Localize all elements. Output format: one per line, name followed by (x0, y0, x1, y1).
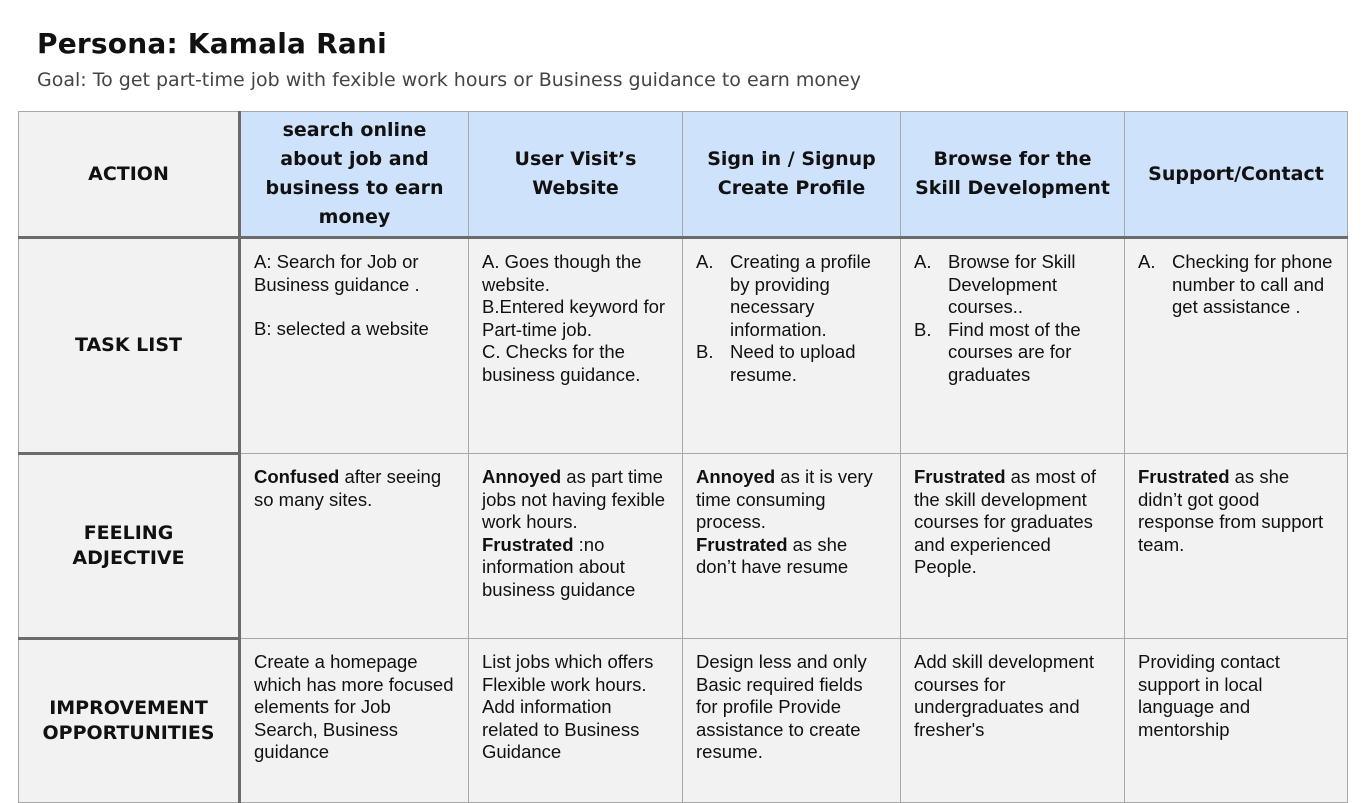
task-item: C. Checks for the business guidance. (482, 341, 641, 385)
task-item: B.Entered keyword for Part-time job. (482, 296, 666, 340)
stage-heading-visit-website: User Visit’s Website (468, 111, 683, 239)
improvement-cell-visit-website: List jobs which offers Flexible work hou… (468, 638, 683, 803)
improvement-cell-search: Create a homepage which has more focused… (239, 638, 469, 803)
row-label-improvement: IMPROVEMENT OPPORTUNITIES (18, 638, 241, 803)
improvement-row: IMPROVEMENT OPPORTUNITIES Create a homep… (18, 638, 1348, 803)
task-list: A. Browse for Skill Development courses.… (914, 251, 1111, 387)
row-label-feeling: FEELING ADJECTIVE (18, 453, 241, 640)
task-item: A. Checking for phone number to call and… (1138, 251, 1333, 318)
persona-goal: Goal: To get part-time job with fexible … (37, 69, 861, 91)
task-item: A: Search for Job or Business guidance . (254, 251, 420, 295)
improvement-cell-signup: Design less and only Basic required fiel… (682, 638, 901, 803)
improvement-cell-skill-development: Add skill development courses for underg… (900, 638, 1125, 803)
task-item: B: selected a website (254, 318, 429, 340)
feeling-row: FEELING ADJECTIVE Confused after seeing … (18, 453, 1348, 640)
stage-heading-support: Support/Contact (1124, 111, 1348, 239)
row-label-task-list: TASK LIST (18, 237, 241, 455)
feeling-cell-signup: Annoyed as it is very time consuming pro… (682, 453, 901, 639)
feeling-cell-support: Frustrated as she didn’t got good respon… (1124, 453, 1348, 639)
task-item: A. Goes though the website. (482, 251, 642, 295)
task-list: A. Creating a profile by providing neces… (696, 251, 887, 387)
row-label-action: ACTION (18, 111, 241, 239)
feeling-cell-skill-development: Frustrated as most of the skill developm… (900, 453, 1125, 639)
task-cell-search: A: Search for Job or Business guidance .… (239, 237, 469, 454)
task-item: B. Need to upload resume. (696, 341, 856, 385)
task-cell-skill-development: A. Browse for Skill Development courses.… (900, 237, 1125, 454)
stage-heading-signup: Sign in / Signup Create Profile (682, 111, 901, 239)
page-title: Persona: Kamala Rani (37, 27, 387, 60)
stage-heading-skill-development: Browse for the Skill Development (900, 111, 1125, 239)
task-item: A. Browse for Skill Development courses.… (914, 251, 1076, 318)
task-item: B. Find most of the courses are for grad… (914, 318, 1081, 385)
task-cell-signup: A. Creating a profile by providing neces… (682, 237, 901, 454)
task-list-row: TASK LIST A: Search for Job or Business … (18, 237, 1348, 455)
feeling-cell-visit-website: Annoyed as part time jobs not having fex… (468, 453, 683, 639)
feeling-cell-search: Confused after seeing so many sites. (239, 453, 469, 639)
task-list: A. Checking for phone number to call and… (1138, 251, 1334, 319)
task-item: A. Creating a profile by providing neces… (696, 251, 871, 340)
journey-map-table: ACTION search online about job and busin… (18, 111, 1348, 803)
action-row: ACTION search online about job and busin… (18, 111, 1348, 239)
task-cell-visit-website: A. Goes though the website. B.Entered ke… (468, 237, 683, 454)
task-cell-support: A. Checking for phone number to call and… (1124, 237, 1348, 454)
stage-heading-search: search online about job and business to … (239, 111, 469, 239)
improvement-cell-support: Providing contact support in local langu… (1124, 638, 1348, 803)
